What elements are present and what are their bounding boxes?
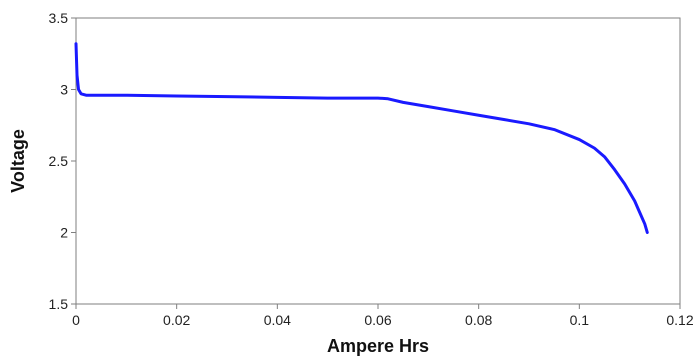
y-tick-label: 2.5 — [49, 153, 69, 169]
x-tick-label: 0 — [72, 312, 80, 328]
y-tick-label: 3 — [60, 82, 68, 98]
series-layer — [74, 42, 649, 234]
x-tick-label: 0.1 — [570, 312, 590, 328]
x-tick-label: 0.08 — [465, 312, 492, 328]
x-tick-label: 0.04 — [264, 312, 291, 328]
x-tick-label: 0.12 — [666, 312, 693, 328]
x-axis-title: Ampere Hrs — [327, 336, 429, 356]
plot-area — [75, 17, 681, 305]
y-tick-label: 1.5 — [49, 296, 69, 312]
series-line — [74, 42, 649, 234]
x-tick-label: 0.06 — [364, 312, 391, 328]
y-tick-label: 3.5 — [49, 10, 69, 26]
y-tick-label: 2 — [60, 225, 68, 241]
x-tick-label: 0.02 — [163, 312, 190, 328]
y-axis-title: Voltage — [8, 129, 28, 193]
axis-ticks: 0 0.02 0.04 0.06 0.08 0.1 0.12 1.5 2 2.5 3 3.5 — [49, 10, 694, 328]
